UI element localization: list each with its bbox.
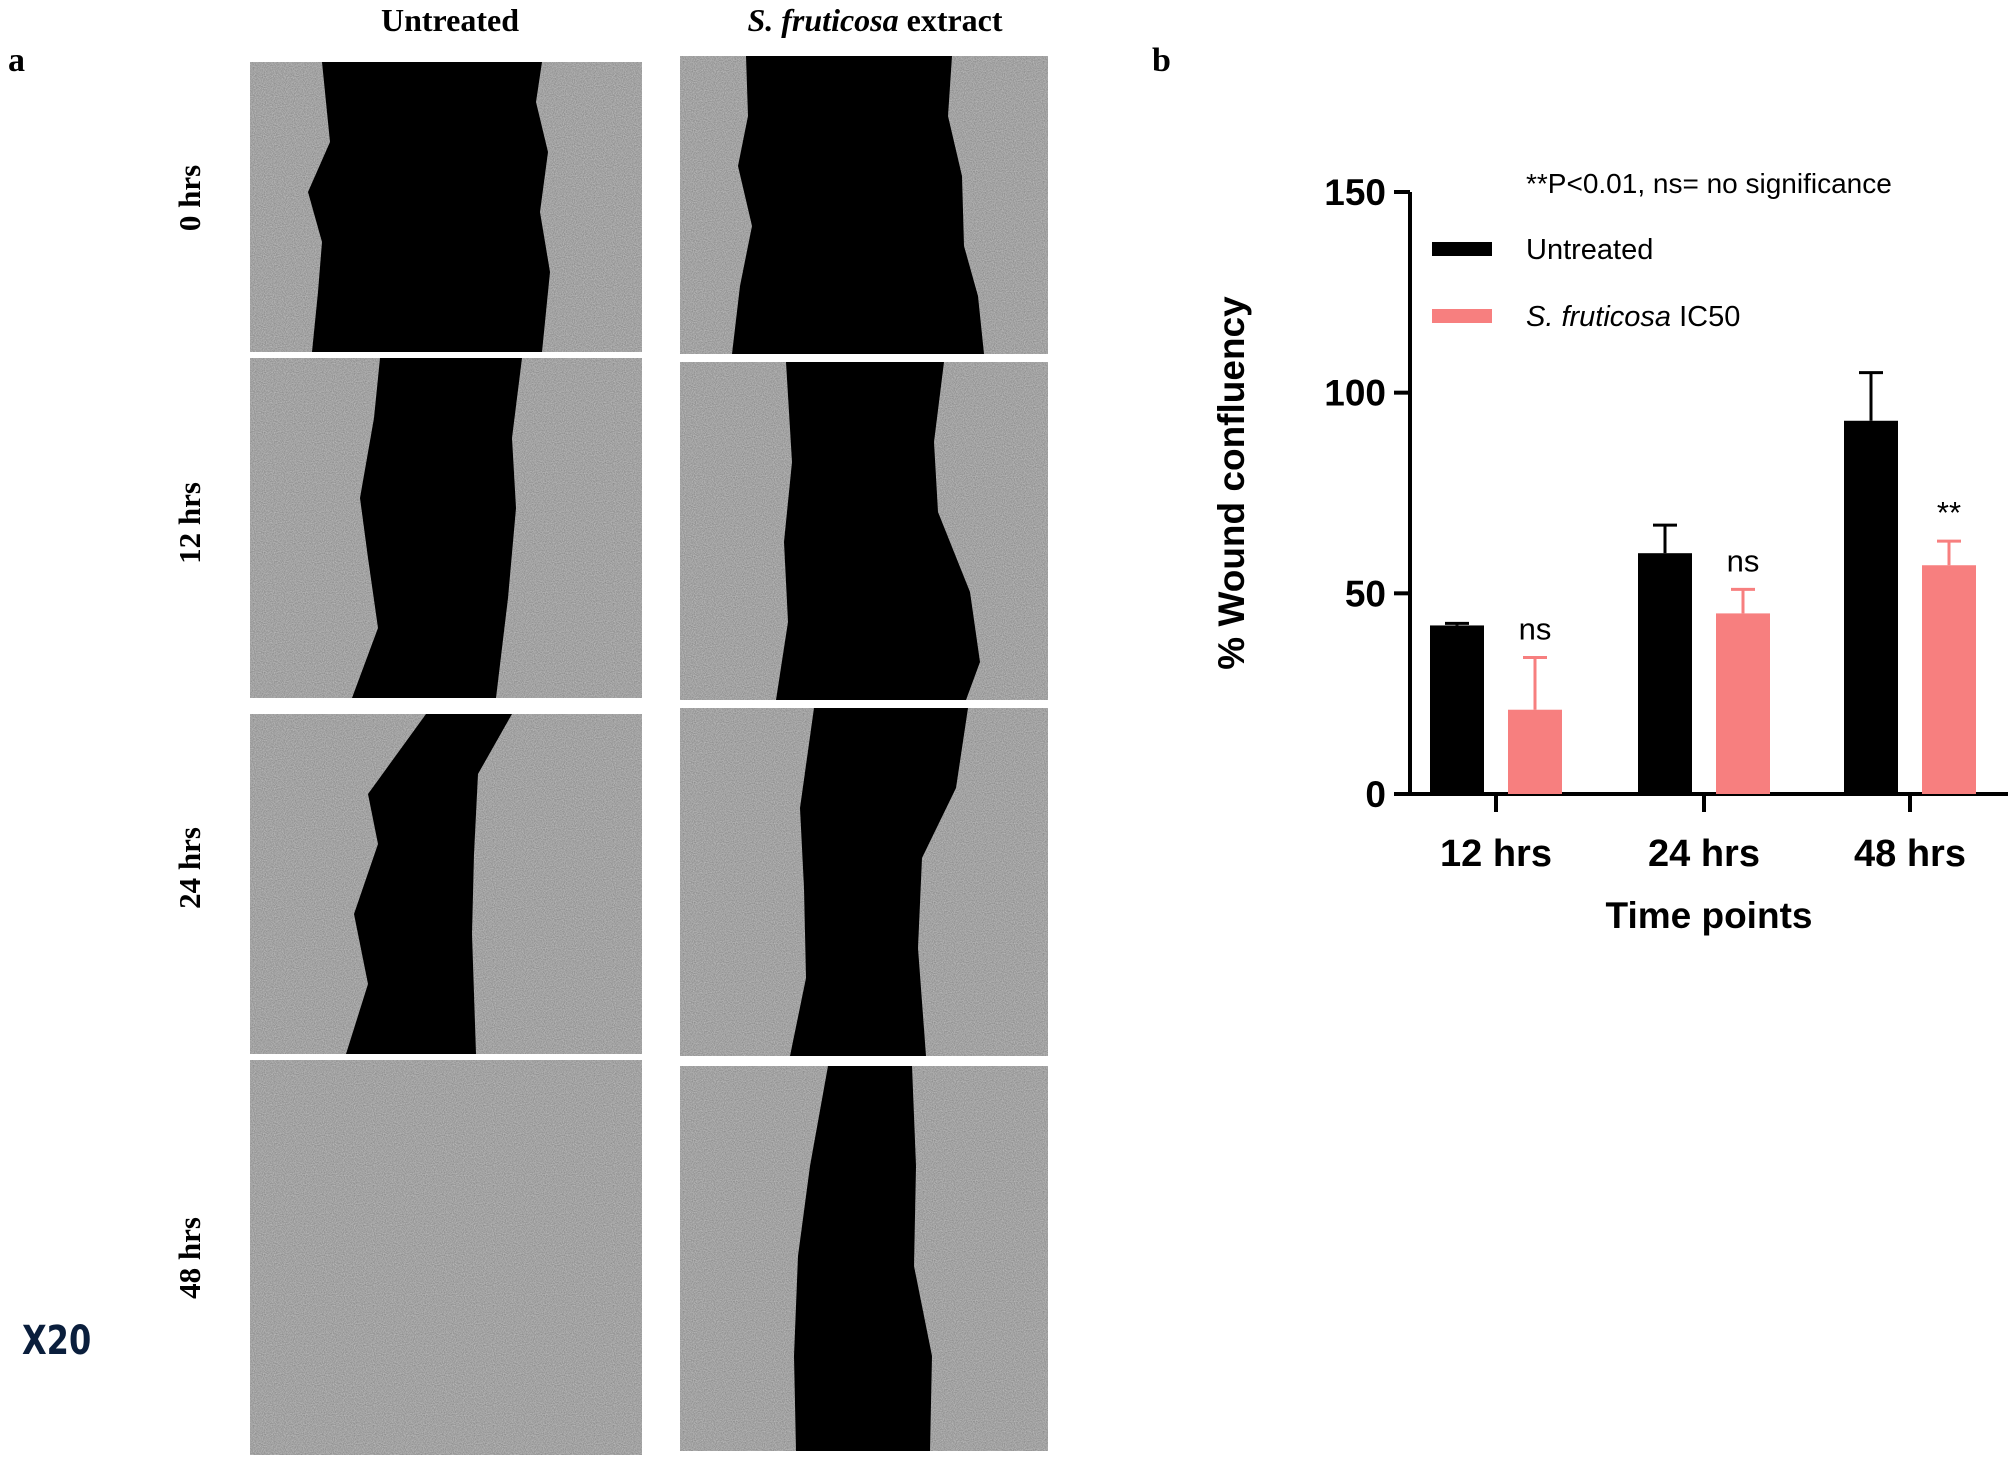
micrograph-untreated-12hrs	[250, 358, 642, 698]
x-tick-label-1: 24 hrs	[1648, 833, 1760, 875]
column-header-treated-text: extract	[906, 2, 1003, 38]
y-tick-label-3: 150	[1324, 172, 1386, 213]
x-tick-label-0: 12 hrs	[1440, 833, 1552, 875]
micrograph-treated-24hrs	[680, 708, 1048, 1056]
legend-label-treated: S. fruticosa IC50	[1526, 301, 1740, 333]
bar-0-2	[1844, 420, 1898, 794]
wound-gap	[790, 708, 968, 1056]
column-header-treated: S. fruticosa extract	[680, 2, 1070, 39]
micrograph-untreated-48hrs	[250, 1060, 642, 1455]
y-tick-label-0: 0	[1365, 774, 1386, 815]
panel-a-letter: a	[8, 42, 25, 79]
wound-gap	[346, 714, 512, 1054]
bar-0-1	[1638, 553, 1692, 794]
legend-label-treated-text: IC50	[1679, 301, 1740, 333]
significance-annotation: **P<0.01, ns= no significance	[1526, 168, 1892, 199]
legend-label-untreated: Untreated	[1526, 234, 1653, 266]
legend-swatch-treated	[1432, 309, 1492, 323]
micrograph-treated-0hrs	[680, 56, 1048, 354]
micrograph-untreated-24hrs	[250, 714, 642, 1054]
row-label-2: 24 hrs	[172, 827, 207, 909]
micrograph-treated-12hrs	[680, 362, 1048, 700]
bar-1-0	[1508, 709, 1562, 794]
wound-gap	[352, 358, 522, 698]
row-label-1: 12 hrs	[172, 482, 207, 564]
wound-gap	[776, 362, 980, 700]
bar-1-1	[1716, 613, 1770, 794]
y-tick-label-2: 100	[1324, 373, 1386, 414]
wound-gap	[794, 1066, 932, 1451]
wound-gap	[732, 56, 984, 354]
micrograph-untreated-0hrs	[250, 62, 642, 352]
y-tick-label-1: 50	[1345, 573, 1386, 614]
magnification-label: X20	[22, 1318, 92, 1364]
micrograph-treated-48hrs	[680, 1066, 1048, 1451]
bar-0-0	[1430, 625, 1484, 794]
significance-label-1: ns	[1727, 543, 1760, 578]
significance-label-0: ns	[1519, 612, 1552, 647]
legend-label-treated-italic: S. fruticosa	[1526, 301, 1679, 333]
row-label-0: 0 hrs	[172, 164, 207, 232]
x-tick-label-2: 48 hrs	[1854, 833, 1966, 875]
bar-chart: 0 50 100 150 12 hrs ns 24 hrs ns 48 hrs ** Time po…	[1211, 168, 2008, 936]
chart-root: 0 50 100 150 12 hrs ns 24 hrs ns 48 hrs ** Time po…	[1211, 168, 2008, 936]
y-axis-title: % Wound confluency	[1211, 296, 1252, 670]
wound-gap	[308, 62, 550, 352]
column-header-treated-italic: S. fruticosa	[747, 2, 899, 38]
significance-label-2: **	[1937, 495, 1961, 530]
legend-swatch-untreated	[1432, 242, 1492, 256]
x-axis-title: Time points	[1606, 895, 1813, 936]
row-label-3: 48 hrs	[172, 1217, 207, 1299]
column-header-untreated: Untreated	[380, 2, 520, 38]
panel-b-letter: b	[1152, 42, 1171, 79]
bar-1-2	[1922, 565, 1976, 794]
